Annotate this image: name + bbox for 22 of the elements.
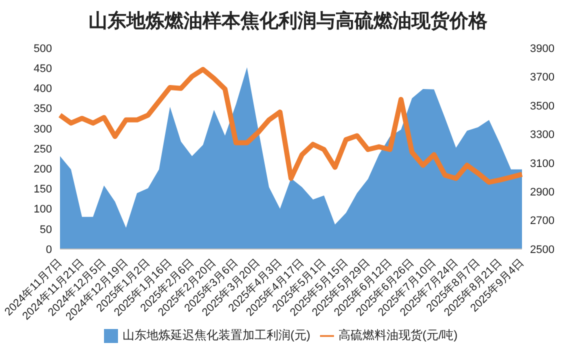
chart-title: 山东地炼燃油样本焦化利润与高硫燃油现货价格	[88, 10, 488, 34]
y2-tick-label: 3100	[530, 158, 554, 170]
y2-tick-label: 3500	[530, 100, 554, 112]
y2-tick-label: 2500	[530, 244, 554, 256]
y-tick-label: 50	[40, 224, 52, 236]
legend-label: 山东地炼延迟焦化装置加工利润(元)	[122, 328, 310, 342]
y-tick-label: 350	[34, 103, 52, 116]
y2-tick-label: 2700	[530, 215, 554, 228]
y2-tick-label: 3300	[530, 129, 554, 142]
y-tick-label: 200	[34, 164, 52, 176]
legend-label: 高硫燃料油现货(元/吨)	[338, 328, 458, 342]
y-tick-label: 150	[34, 184, 52, 196]
y-tick-label: 100	[34, 204, 52, 216]
y-tick-label: 450	[34, 63, 52, 76]
y-tick-label: 0	[46, 244, 52, 256]
y-tick-label: 250	[34, 143, 52, 156]
y2-tick-label: 2900	[530, 186, 554, 198]
y-tick-label: 300	[34, 123, 52, 136]
y2-tick-label: 3900	[530, 42, 554, 55]
y-tick-label: 400	[34, 83, 52, 96]
y-tick-label: 500	[34, 42, 52, 55]
y2-tick-label: 3700	[530, 72, 554, 84]
